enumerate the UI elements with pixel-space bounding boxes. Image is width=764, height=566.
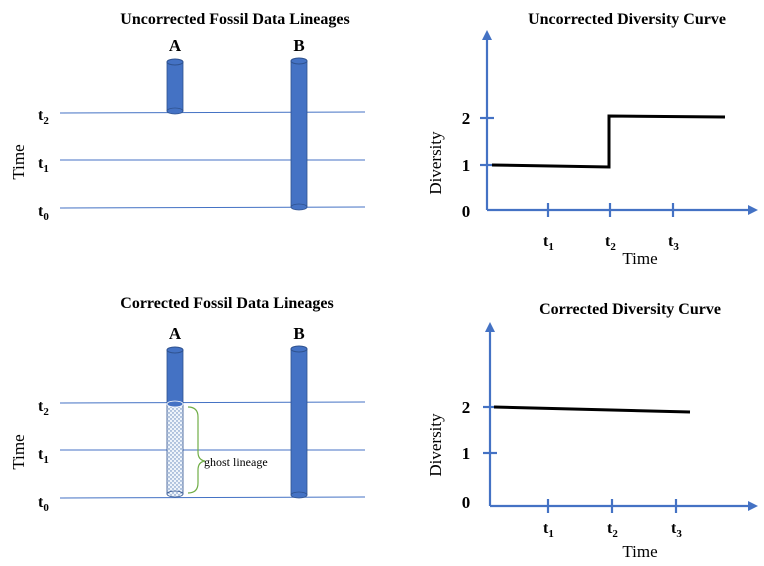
panel-uncorrected-curve: Uncorrected Diversity Curve Diversity Ti… — [426, 11, 758, 268]
y-tick-label-1: 1 — [462, 444, 471, 463]
time-axis-label: Time — [9, 434, 28, 469]
time-axis-label: Time — [9, 144, 28, 179]
x-tick-label-t2: t2 — [605, 233, 616, 253]
ghost-lineage-label: ghost lineage — [204, 455, 268, 469]
lineage-label-b: B — [293, 36, 304, 55]
lineage-b-pillar — [290, 345, 308, 499]
x-tick-label-t1: t1 — [543, 520, 554, 540]
panel-title: Uncorrected Fossil Data Lineages — [120, 11, 349, 28]
diversity-curve-line — [493, 405, 691, 414]
x-tick-label-t1: t1 — [543, 233, 554, 253]
y-axis-title: Diversity — [426, 413, 445, 477]
time-label-t1: t1 — [38, 446, 49, 466]
lineage-a-pillar — [166, 346, 184, 408]
panel-title: Uncorrected Diversity Curve — [528, 11, 726, 28]
panel-title: Corrected Diversity Curve — [539, 301, 721, 318]
panel-corrected-curve: Corrected Diversity Curve Diversity Time… — [426, 301, 758, 561]
x-axis-arrow — [748, 205, 758, 215]
x-axis-title: Time — [622, 249, 657, 268]
y-tick-label-1: 1 — [462, 156, 471, 175]
y-tick-label-2: 2 — [462, 398, 471, 417]
x-tick-label-t3: t3 — [668, 233, 679, 253]
lineage-b-pillar — [290, 57, 308, 211]
y-tick-label-0: 0 — [462, 202, 471, 221]
x-tick-label-t2: t2 — [607, 520, 618, 540]
time-label-t2: t2 — [38, 398, 49, 418]
time-label-t0: t0 — [38, 203, 49, 223]
y-tick-label-0: 0 — [462, 493, 471, 512]
time-line-t2 — [59, 401, 366, 404]
lineage-label-a: A — [169, 324, 182, 343]
x-axis-arrow — [748, 501, 758, 511]
x-axis-title: Time — [622, 542, 657, 561]
panel-corrected-lineages: Corrected Fossil Data Lineages Time t2 t… — [9, 295, 366, 514]
time-line-t0 — [59, 206, 366, 209]
y-axis-arrow — [482, 30, 492, 40]
time-label-t2: t2 — [38, 107, 49, 127]
diversity-curve-line — [491, 114, 726, 169]
y-axis-arrow — [485, 322, 495, 332]
panel-uncorrected-lineages: Uncorrected Fossil Data Lineages Time t2… — [9, 11, 366, 223]
y-axis-title: Diversity — [426, 131, 445, 195]
time-label-t1: t1 — [38, 155, 49, 175]
lineage-label-a: A — [169, 36, 182, 55]
ghost-lineage-segment — [166, 403, 184, 498]
lineage-label-b: B — [293, 324, 304, 343]
time-line-t0 — [59, 496, 366, 499]
panel-title: Corrected Fossil Data Lineages — [120, 295, 333, 312]
time-line-t2 — [59, 111, 366, 114]
ghost-lineage-bracket — [187, 406, 206, 494]
time-label-t0: t0 — [38, 494, 49, 514]
y-tick-label-2: 2 — [462, 109, 471, 128]
lineage-a-pillar — [166, 58, 184, 115]
x-tick-label-t3: t3 — [671, 520, 682, 540]
